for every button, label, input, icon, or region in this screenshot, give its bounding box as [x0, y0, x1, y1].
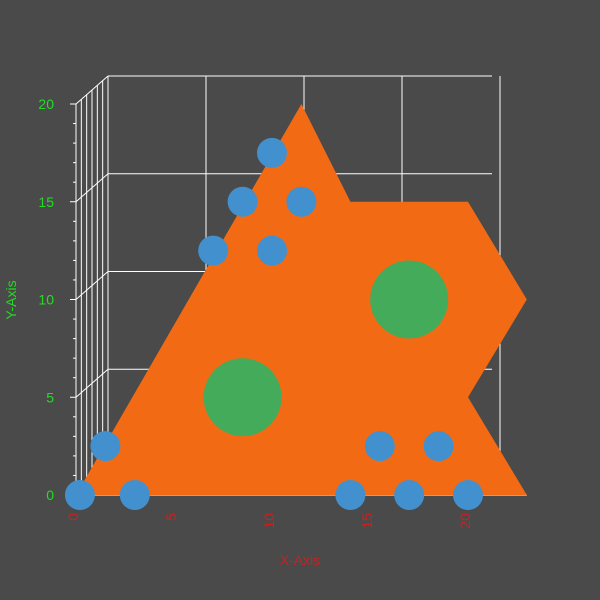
small-marker — [423, 431, 454, 462]
y-tick-label: 15 — [38, 194, 54, 210]
small-marker — [227, 186, 258, 217]
small-marker — [257, 235, 287, 266]
y-tick-label: 5 — [46, 389, 54, 405]
small-marker — [286, 186, 317, 217]
small-marker — [198, 235, 229, 266]
markers — [64, 137, 483, 510]
orange-shape — [76, 104, 527, 495]
y-tick-label: 20 — [38, 96, 54, 112]
y-tick-label: 10 — [38, 292, 54, 308]
x-tick-label: 15 — [359, 513, 375, 529]
y-axis-title: Y-Axis — [3, 280, 19, 319]
x-tick-label: 20 — [457, 513, 473, 529]
x-tick-label: 10 — [261, 513, 277, 529]
small-marker — [119, 480, 150, 510]
small-marker — [394, 480, 425, 510]
small-marker — [453, 480, 483, 510]
large-marker — [203, 358, 282, 437]
x-tick-label: 0 — [65, 513, 81, 521]
tick-labels: 0 5 10 15 20 0 5 10 15 20 — [38, 96, 473, 529]
small-marker — [364, 431, 395, 462]
small-marker — [90, 431, 121, 462]
x-tick-label: 5 — [163, 513, 179, 521]
background-shape — [76, 104, 527, 495]
x-axis-title: X-Axis — [280, 552, 320, 568]
y-tick-label: 0 — [46, 487, 54, 503]
small-marker — [64, 480, 95, 510]
small-marker — [257, 137, 287, 168]
large-marker — [370, 260, 449, 339]
small-marker — [335, 480, 366, 510]
